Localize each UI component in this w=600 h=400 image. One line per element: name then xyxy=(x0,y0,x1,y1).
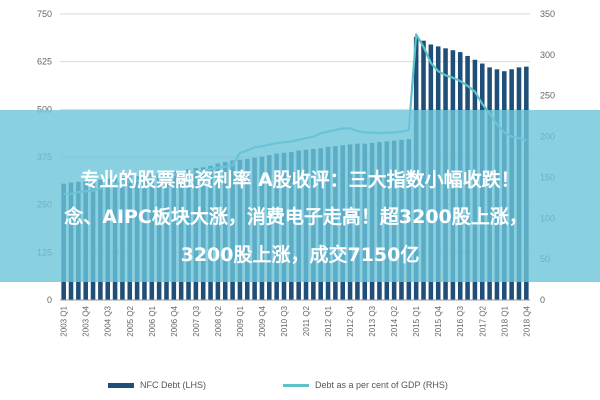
x-tick-label: 2012 Q1 xyxy=(324,305,333,336)
x-tick-label: 2009 Q1 xyxy=(236,305,245,336)
x-tick-label: 2017 Q2 xyxy=(478,305,487,336)
x-tick-label: 2014 Q2 xyxy=(390,305,399,336)
x-tick-label: 2008 Q2 xyxy=(214,305,223,336)
y-right-tick-label: 300 xyxy=(540,50,555,60)
x-tick-label: 2010 Q3 xyxy=(280,305,289,336)
y-left-tick-label: 750 xyxy=(37,9,52,19)
legend-item-bar: NFC Debt (LHS) xyxy=(108,380,206,390)
x-tick-label: 2003 Q4 xyxy=(82,305,91,336)
x-tick-label: 2007 Q3 xyxy=(192,305,201,336)
x-tick-label: 2009 Q4 xyxy=(258,305,267,336)
x-tick-label: 2005 Q2 xyxy=(126,305,135,336)
x-tick-label: 2015 Q1 xyxy=(412,305,421,336)
x-tick-label: 2006 Q1 xyxy=(148,305,157,336)
x-tick-label: 2015 Q4 xyxy=(434,305,443,336)
legend-swatch-bar xyxy=(108,382,134,388)
y-left-tick-label: 500 xyxy=(37,104,52,114)
x-tick-label: 2003 Q1 xyxy=(60,305,69,336)
x-tick-label: 2016 Q3 xyxy=(456,305,465,336)
y-left-tick-label: 625 xyxy=(37,57,52,67)
y-right-tick-label: 0 xyxy=(540,295,545,305)
headline-line-3: 3200股上涨，成交7150亿 xyxy=(180,244,420,266)
x-tick-label: 2012 Q4 xyxy=(346,305,355,336)
legend-item-line: Debt as a per cent of GDP (RHS) xyxy=(283,380,448,390)
x-tick-label: 2013 Q3 xyxy=(368,305,377,336)
x-tick-label: 2018 Q4 xyxy=(522,305,531,336)
x-tick-label: 2018 Q1 xyxy=(500,305,509,336)
headline-line-2: 念、AIPC板块大涨，消费电子走高！超3200股上涨， xyxy=(64,206,528,228)
y-right-tick-label: 350 xyxy=(540,9,555,19)
x-tick-label: 2004 Q3 xyxy=(104,305,113,336)
x-tick-label: 2006 Q4 xyxy=(170,305,179,336)
legend-label-line: Debt as a per cent of GDP (RHS) xyxy=(315,380,448,390)
headline-overlay: 专业的股票融资利率 A股收评：三大指数小幅收跌！ 念、AIPC板块大涨，消费电子… xyxy=(0,110,600,282)
x-tick-label: 2011 Q2 xyxy=(302,305,311,336)
legend-label-bar: NFC Debt (LHS) xyxy=(140,380,207,390)
y-left-tick-label: 0 xyxy=(47,295,52,305)
y-right-tick-label: 250 xyxy=(540,91,555,101)
chart-legend: NFC Debt (LHS) Debt as a per cent of GDP… xyxy=(0,374,600,394)
headline-line-1: 专业的股票融资利率 A股收评：三大指数小幅收跌！ xyxy=(80,169,520,191)
legend-swatch-line xyxy=(283,383,309,387)
